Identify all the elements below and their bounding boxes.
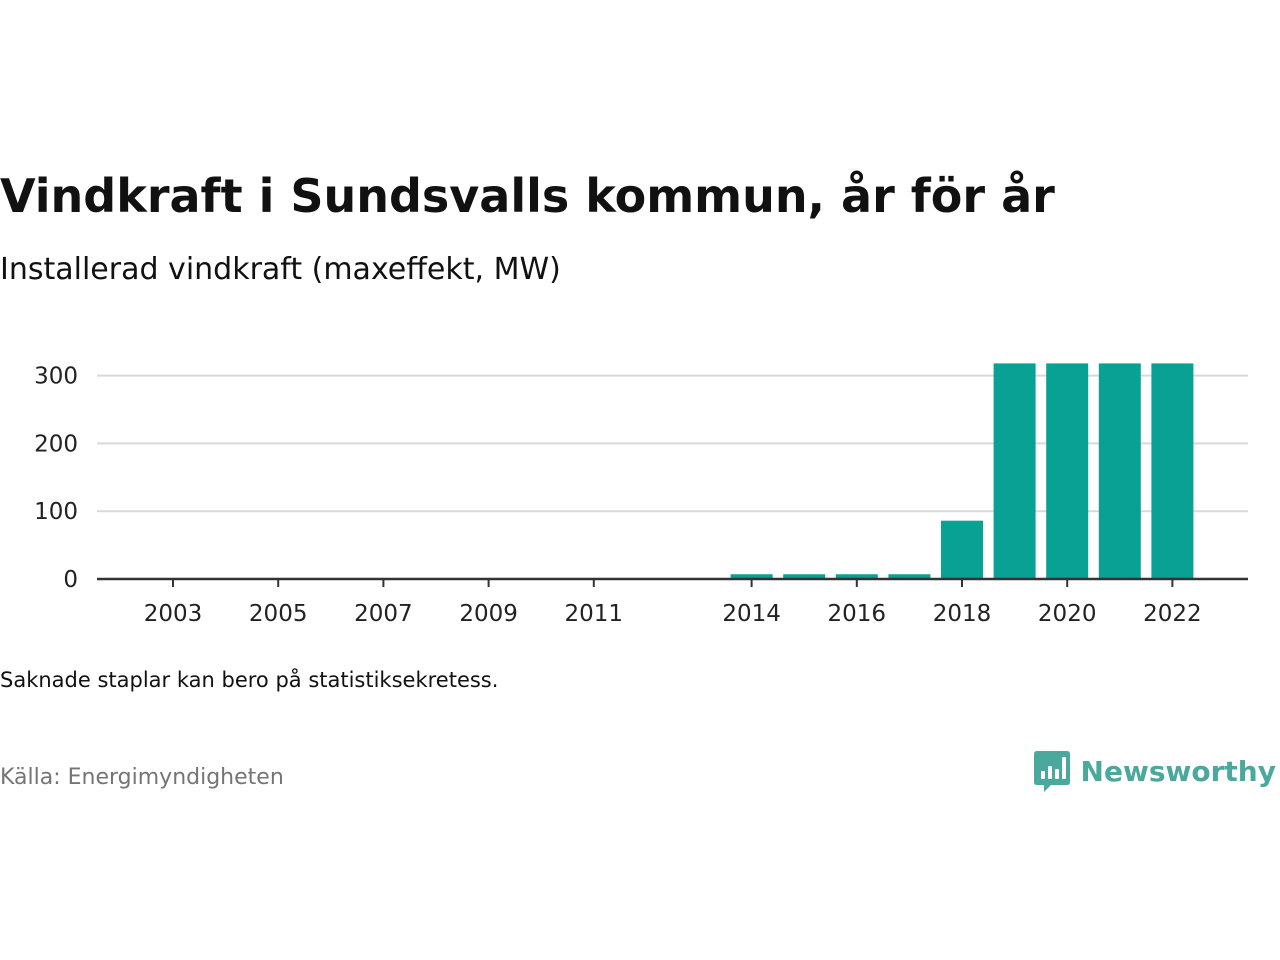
bar-2017 bbox=[888, 574, 931, 579]
footnote: Saknade staplar kan bero på statistiksek… bbox=[0, 668, 499, 692]
x-tick-label: 2009 bbox=[459, 601, 518, 627]
bar-2014 bbox=[730, 574, 773, 579]
x-tick-label: 2016 bbox=[828, 601, 887, 627]
bar-2018 bbox=[941, 520, 983, 579]
y-tick-label: 100 bbox=[34, 499, 78, 525]
x-tick-label: 2011 bbox=[565, 601, 624, 627]
bar-chart: 0 100 200 300 2003 2005 2007 2009 2011 2014 2016 20… bbox=[34, 363, 1248, 627]
brand-logo[interactable]: Newsworthy bbox=[1033, 748, 1276, 794]
bar-2022 bbox=[1151, 363, 1194, 579]
y-tick-label: 0 bbox=[63, 567, 78, 593]
x-tick-label: 2007 bbox=[354, 601, 413, 627]
x-tick-label: 2018 bbox=[933, 601, 992, 627]
x-tick-label: 2003 bbox=[144, 601, 203, 627]
chart-title: Vindkraft i Sundsvalls kommun, år för år bbox=[0, 169, 1055, 223]
bar-2015 bbox=[783, 574, 826, 579]
source-credit: Källa: Energimyndigheten bbox=[0, 765, 284, 790]
x-tick-label: 2020 bbox=[1038, 601, 1097, 627]
brand-name: Newsworthy bbox=[1080, 754, 1276, 788]
bar-2019 bbox=[993, 363, 1036, 579]
bar-2021 bbox=[1098, 363, 1141, 579]
x-tick-label: 2022 bbox=[1143, 601, 1202, 627]
newsworthy-chart-bubble-icon bbox=[1033, 751, 1070, 792]
x-tick-label: 2014 bbox=[722, 601, 781, 627]
bars bbox=[730, 363, 1194, 579]
chart-subtitle: Installerad vindkraft (maxeffekt, MW) bbox=[0, 252, 561, 287]
bar-2016 bbox=[835, 574, 878, 579]
y-tick-label: 300 bbox=[34, 364, 78, 390]
bar-2020 bbox=[1046, 363, 1089, 579]
axes: 0 100 200 300 2003 2005 2007 2009 2011 2014 2016 20… bbox=[34, 364, 1248, 627]
y-tick-label: 200 bbox=[34, 431, 78, 457]
x-tick-label: 2005 bbox=[249, 601, 308, 627]
